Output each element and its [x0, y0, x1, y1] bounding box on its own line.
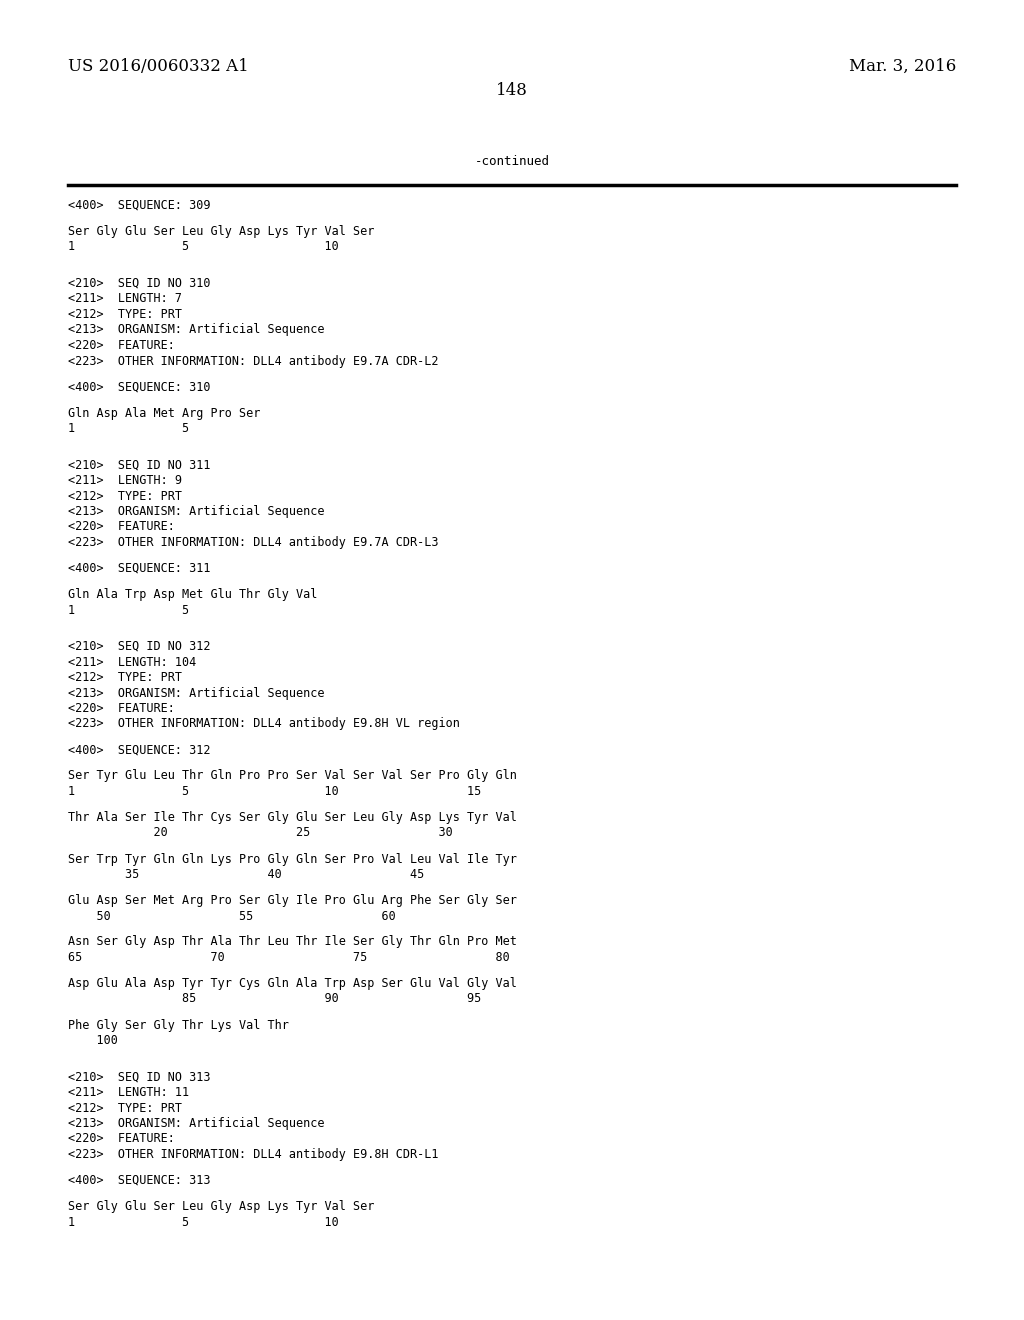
- Text: <223>  OTHER INFORMATION: DLL4 antibody E9.7A CDR-L2: <223> OTHER INFORMATION: DLL4 antibody E…: [68, 355, 438, 367]
- Text: Gln Ala Trp Asp Met Glu Thr Gly Val: Gln Ala Trp Asp Met Glu Thr Gly Val: [68, 587, 317, 601]
- Text: Ser Gly Glu Ser Leu Gly Asp Lys Tyr Val Ser: Ser Gly Glu Ser Leu Gly Asp Lys Tyr Val …: [68, 1200, 375, 1213]
- Text: <213>  ORGANISM: Artificial Sequence: <213> ORGANISM: Artificial Sequence: [68, 686, 325, 700]
- Text: <213>  ORGANISM: Artificial Sequence: <213> ORGANISM: Artificial Sequence: [68, 323, 325, 337]
- Text: <211>  LENGTH: 11: <211> LENGTH: 11: [68, 1086, 189, 1100]
- Text: <223>  OTHER INFORMATION: DLL4 antibody E9.7A CDR-L3: <223> OTHER INFORMATION: DLL4 antibody E…: [68, 536, 438, 549]
- Text: Thr Ala Ser Ile Thr Cys Ser Gly Glu Ser Leu Gly Asp Lys Tyr Val: Thr Ala Ser Ile Thr Cys Ser Gly Glu Ser …: [68, 810, 517, 824]
- Text: <211>  LENGTH: 9: <211> LENGTH: 9: [68, 474, 182, 487]
- Text: Mar. 3, 2016: Mar. 3, 2016: [849, 58, 956, 75]
- Text: 20                  25                  30: 20 25 30: [68, 826, 453, 840]
- Text: Ser Gly Glu Ser Leu Gly Asp Lys Tyr Val Ser: Ser Gly Glu Ser Leu Gly Asp Lys Tyr Val …: [68, 224, 375, 238]
- Text: <220>  FEATURE:: <220> FEATURE:: [68, 1133, 175, 1146]
- Text: Ser Tyr Glu Leu Thr Gln Pro Pro Ser Val Ser Val Ser Pro Gly Gln: Ser Tyr Glu Leu Thr Gln Pro Pro Ser Val …: [68, 770, 517, 783]
- Text: 1               5                   10                  15: 1 5 10 15: [68, 785, 481, 799]
- Text: Glu Asp Ser Met Arg Pro Ser Gly Ile Pro Glu Arg Phe Ser Gly Ser: Glu Asp Ser Met Arg Pro Ser Gly Ile Pro …: [68, 894, 517, 907]
- Text: <223>  OTHER INFORMATION: DLL4 antibody E9.8H CDR-L1: <223> OTHER INFORMATION: DLL4 antibody E…: [68, 1148, 438, 1162]
- Text: <210>  SEQ ID NO 311: <210> SEQ ID NO 311: [68, 458, 211, 471]
- Text: Asn Ser Gly Asp Thr Ala Thr Leu Thr Ile Ser Gly Thr Gln Pro Met: Asn Ser Gly Asp Thr Ala Thr Leu Thr Ile …: [68, 936, 517, 949]
- Text: 1               5: 1 5: [68, 603, 189, 616]
- Text: <211>  LENGTH: 104: <211> LENGTH: 104: [68, 656, 197, 668]
- Text: <210>  SEQ ID NO 312: <210> SEQ ID NO 312: [68, 640, 211, 653]
- Text: 85                  90                  95: 85 90 95: [68, 993, 481, 1006]
- Text: Ser Trp Tyr Gln Gln Lys Pro Gly Gln Ser Pro Val Leu Val Ile Tyr: Ser Trp Tyr Gln Gln Lys Pro Gly Gln Ser …: [68, 853, 517, 866]
- Text: 1               5                   10: 1 5 10: [68, 240, 339, 253]
- Text: 35                  40                  45: 35 40 45: [68, 869, 424, 880]
- Text: <212>  TYPE: PRT: <212> TYPE: PRT: [68, 1101, 182, 1114]
- Text: <212>  TYPE: PRT: <212> TYPE: PRT: [68, 490, 182, 503]
- Text: Phe Gly Ser Gly Thr Lys Val Thr: Phe Gly Ser Gly Thr Lys Val Thr: [68, 1019, 289, 1031]
- Text: <213>  ORGANISM: Artificial Sequence: <213> ORGANISM: Artificial Sequence: [68, 1117, 325, 1130]
- Text: <210>  SEQ ID NO 310: <210> SEQ ID NO 310: [68, 277, 211, 290]
- Text: <223>  OTHER INFORMATION: DLL4 antibody E9.8H VL region: <223> OTHER INFORMATION: DLL4 antibody E…: [68, 718, 460, 730]
- Text: <400>  SEQUENCE: 311: <400> SEQUENCE: 311: [68, 562, 211, 576]
- Text: <211>  LENGTH: 7: <211> LENGTH: 7: [68, 293, 182, 305]
- Text: 65                  70                  75                  80: 65 70 75 80: [68, 950, 510, 964]
- Text: Gln Asp Ala Met Arg Pro Ser: Gln Asp Ala Met Arg Pro Ser: [68, 407, 260, 420]
- Text: Asp Glu Ala Asp Tyr Tyr Cys Gln Ala Trp Asp Ser Glu Val Gly Val: Asp Glu Ala Asp Tyr Tyr Cys Gln Ala Trp …: [68, 977, 517, 990]
- Text: <400>  SEQUENCE: 309: <400> SEQUENCE: 309: [68, 199, 211, 213]
- Text: US 2016/0060332 A1: US 2016/0060332 A1: [68, 58, 249, 75]
- Text: 1               5: 1 5: [68, 422, 189, 436]
- Text: 50                  55                  60: 50 55 60: [68, 909, 395, 923]
- Text: <212>  TYPE: PRT: <212> TYPE: PRT: [68, 308, 182, 321]
- Text: 148: 148: [496, 82, 528, 99]
- Text: <400>  SEQUENCE: 310: <400> SEQUENCE: 310: [68, 380, 211, 393]
- Text: -continued: -continued: [474, 154, 550, 168]
- Text: <400>  SEQUENCE: 313: <400> SEQUENCE: 313: [68, 1173, 211, 1187]
- Text: <400>  SEQUENCE: 312: <400> SEQUENCE: 312: [68, 743, 211, 756]
- Text: <220>  FEATURE:: <220> FEATURE:: [68, 339, 175, 352]
- Text: 1               5                   10: 1 5 10: [68, 1216, 339, 1229]
- Text: 100: 100: [68, 1034, 118, 1047]
- Text: <220>  FEATURE:: <220> FEATURE:: [68, 702, 175, 715]
- Text: <210>  SEQ ID NO 313: <210> SEQ ID NO 313: [68, 1071, 211, 1084]
- Text: <213>  ORGANISM: Artificial Sequence: <213> ORGANISM: Artificial Sequence: [68, 506, 325, 517]
- Text: <212>  TYPE: PRT: <212> TYPE: PRT: [68, 671, 182, 684]
- Text: <220>  FEATURE:: <220> FEATURE:: [68, 520, 175, 533]
